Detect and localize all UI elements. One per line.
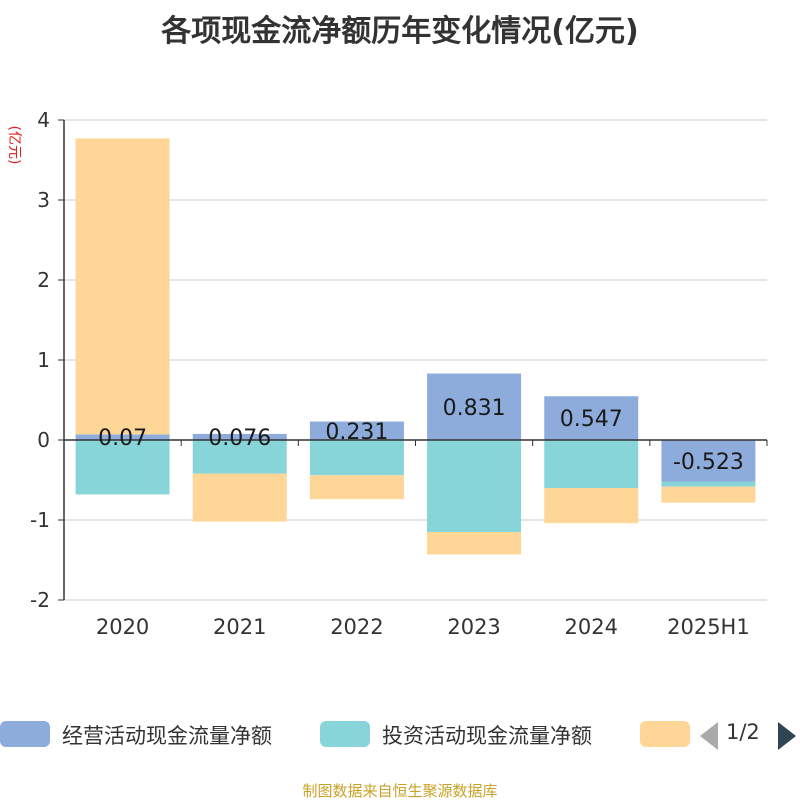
bar-2021-s2[interactable]: [192, 473, 287, 522]
legend: 经营活动现金流量净额 投资活动现金流量净额 1/2: [0, 716, 800, 756]
bar-2021-s0[interactable]: [192, 433, 287, 440]
bar-2022-s2[interactable]: [309, 475, 404, 500]
x-tick-label: 2023: [447, 615, 500, 639]
legend-swatch-operating: [0, 721, 50, 747]
bar-2024-s2[interactable]: [544, 488, 639, 524]
arrow-right-icon[interactable]: [778, 722, 796, 750]
bar-2025H1-s1[interactable]: [661, 481, 756, 487]
bar-2023-s1[interactable]: [427, 440, 522, 532]
y-axis-label: (亿元): [6, 126, 22, 165]
bar-2025H1-s2[interactable]: [661, 486, 756, 503]
x-tick-label: 2025H1: [667, 615, 750, 639]
bar-2022-s1[interactable]: [309, 440, 404, 476]
source-note: 制图数据来自恒生聚源数据库: [302, 782, 498, 800]
y-tick-label: 1: [37, 348, 50, 372]
y-tick-label: 4: [37, 108, 50, 132]
arrow-left-icon[interactable]: [700, 722, 718, 750]
y-tick-label: 2: [37, 268, 50, 292]
chart-plot: -2 -1 0 1 2 3 4 2020 2021 2022 2023 2024 2025H1 0.07…: [6, 108, 768, 639]
bar-2020-s0[interactable]: [75, 434, 170, 440]
y-tick-label: -2: [30, 588, 50, 612]
chart-title: 各项现金流净额历年变化情况(亿元): [161, 14, 639, 49]
x-tick-label: 2021: [213, 615, 266, 639]
bar-2022-s0[interactable]: [309, 421, 404, 440]
bar-2024-s1[interactable]: [544, 440, 639, 488]
data-label-2024: 0.547: [560, 407, 623, 432]
x-tick-label: 2020: [96, 615, 149, 639]
bar-2020-s2[interactable]: [75, 138, 170, 435]
y-tick-label: -1: [30, 508, 50, 532]
data-label-2020: 0.07: [98, 426, 147, 451]
legend-label-investing: 投资活动现金流量净额: [382, 724, 592, 748]
x-tick-label: 2022: [330, 615, 383, 639]
bar-2025H1-s0[interactable]: [661, 440, 756, 482]
data-label-2021: 0.076: [208, 426, 271, 451]
x-tick-label: 2024: [565, 615, 618, 639]
bar-2023-s2[interactable]: [427, 532, 522, 555]
data-label-2023: 0.831: [443, 396, 506, 421]
legend-swatch-investing: [320, 721, 370, 747]
legend-swatch-third: [640, 721, 690, 747]
legend-label-operating: 经营活动现金流量净额: [62, 724, 272, 748]
data-label-2022: 0.231: [325, 420, 388, 445]
data-labels: 0.07 0.076 0.231 0.831 0.547 -0.523: [98, 396, 744, 475]
bar-groups: [75, 138, 756, 555]
bar-2024-s0[interactable]: [544, 396, 639, 440]
bar-2020-s1[interactable]: [75, 440, 170, 495]
axes: -2 -1 0 1 2 3 4 2020 2021 2022 2023 2024 2025H1: [30, 108, 768, 639]
bar-2021-s1[interactable]: [192, 440, 287, 474]
y-tick-label: 3: [37, 188, 50, 212]
bar-2023-s0[interactable]: [427, 373, 522, 440]
legend-page-indicator: 1/2: [726, 720, 760, 744]
data-label-2025H1: -0.523: [673, 450, 744, 475]
y-tick-label: 0: [37, 428, 50, 452]
